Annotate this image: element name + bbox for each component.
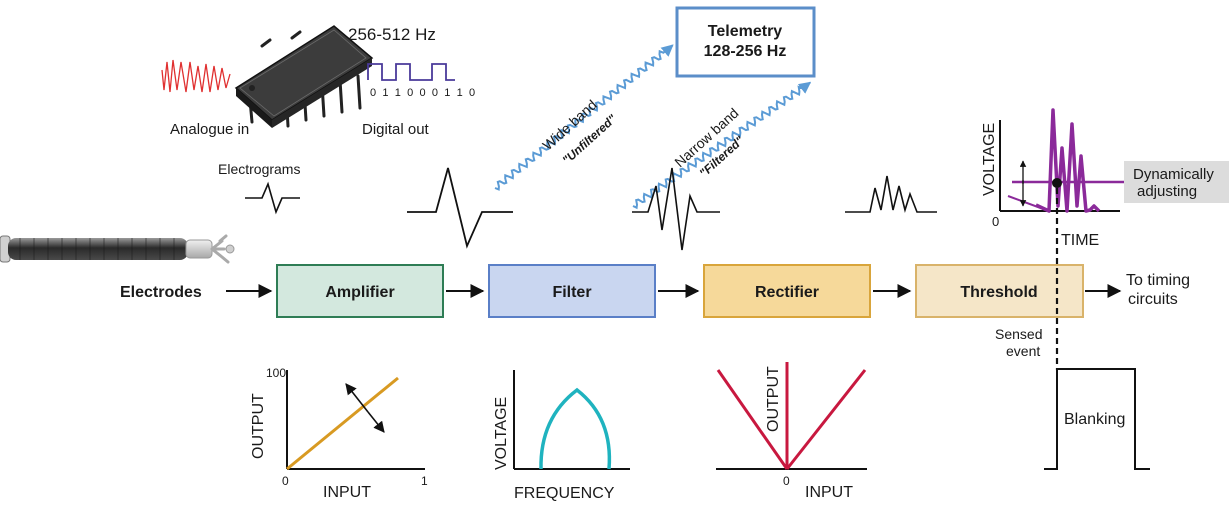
rectifier-label: Rectifier — [755, 284, 819, 301]
rect-left — [716, 369, 789, 470]
chip-freq-label: 256-512 Hz — [348, 25, 436, 44]
amp-ymax: 100 — [266, 366, 286, 380]
rect-origin: 0 — [783, 474, 790, 488]
gain-line — [286, 376, 399, 471]
threshold-block: Threshold — [915, 264, 1084, 318]
amp-origin: 0 — [282, 474, 289, 488]
telemetry-box: Telemetry 128-256 Hz — [675, 6, 816, 78]
electrodes-label: Electrodes — [120, 284, 202, 301]
narrow-band-wave: Narrow band "Filtered" — [632, 81, 812, 210]
sensed-label-1: Sensed — [995, 326, 1042, 342]
electrograms-label: Electrograms — [218, 161, 300, 177]
amplifier-block: Amplifier — [276, 264, 444, 318]
amp-xlabel: INPUT — [323, 484, 371, 501]
amplifier-label: Amplifier — [325, 284, 394, 301]
amp-xmax: 1 — [421, 474, 428, 488]
threshold-xlabel: TIME — [1061, 232, 1099, 249]
telemetry-title: Telemetry — [708, 23, 783, 40]
amplifier-plot: 100 0 1 OUTPUT INPUT — [250, 366, 428, 501]
dynamic-label-bg — [1124, 161, 1229, 203]
amp-ylabel: OUTPUT — [250, 393, 267, 459]
threshold-plot: Dynamically adjusting VOLTAGE 0 TIME — [981, 108, 1229, 249]
sensed-label-2: event — [1006, 343, 1040, 359]
electrogram-rectified — [845, 175, 937, 213]
rect-right — [785, 369, 867, 470]
blanking-label: Blanking — [1064, 411, 1125, 428]
rectifier-block: Rectifier — [703, 264, 871, 318]
threshold-label: Threshold — [960, 284, 1037, 301]
rect-ylabel: OUTPUT — [765, 366, 782, 432]
filter-block: Filter — [488, 264, 656, 318]
blanking-pulse: Blanking — [1044, 368, 1150, 470]
to-timing-label-2: circuits — [1128, 291, 1178, 308]
filter-ylabel: VOLTAGE — [493, 397, 510, 470]
threshold-ylabel: VOLTAGE — [981, 123, 998, 196]
filter-label: Filter — [552, 284, 591, 301]
rect-xlabel: INPUT — [805, 484, 853, 501]
lead-icon — [0, 234, 235, 264]
bandpass-curve — [539, 387, 612, 470]
sensed-signal — [1035, 108, 1101, 213]
electrogram-amplified — [407, 167, 513, 249]
filter-xlabel: FREQUENCY — [514, 485, 615, 502]
dynamic-label-1: Dynamically — [1133, 166, 1214, 183]
digital-out-label: Digital out — [362, 121, 430, 138]
telemetry-freq: 128-256 Hz — [704, 43, 787, 60]
chip-icon — [234, 25, 374, 128]
threshold-origin: 0 — [992, 214, 999, 229]
digital-signal — [367, 63, 455, 81]
electrogram-small — [245, 181, 300, 215]
wide-band-wave: Wide band "Unfiltered" — [494, 44, 674, 191]
analogue-in-label: Analogue in — [170, 121, 249, 138]
to-timing-label-1: To timing — [1126, 272, 1190, 289]
filter-plot: VOLTAGE FREQUENCY — [493, 370, 630, 502]
analogue-signal — [161, 59, 231, 93]
adc-illustration: 256-512 Hz 0 1 1 0 0 0 1 1 0 Analogue in… — [161, 25, 477, 138]
electrogram-filtered — [632, 167, 720, 251]
rectifier-plot: OUTPUT 0 INPUT — [716, 362, 867, 501]
digital-bits: 0 1 1 0 0 0 1 1 0 — [370, 87, 477, 99]
dynamic-label-2: adjusting — [1137, 183, 1197, 200]
